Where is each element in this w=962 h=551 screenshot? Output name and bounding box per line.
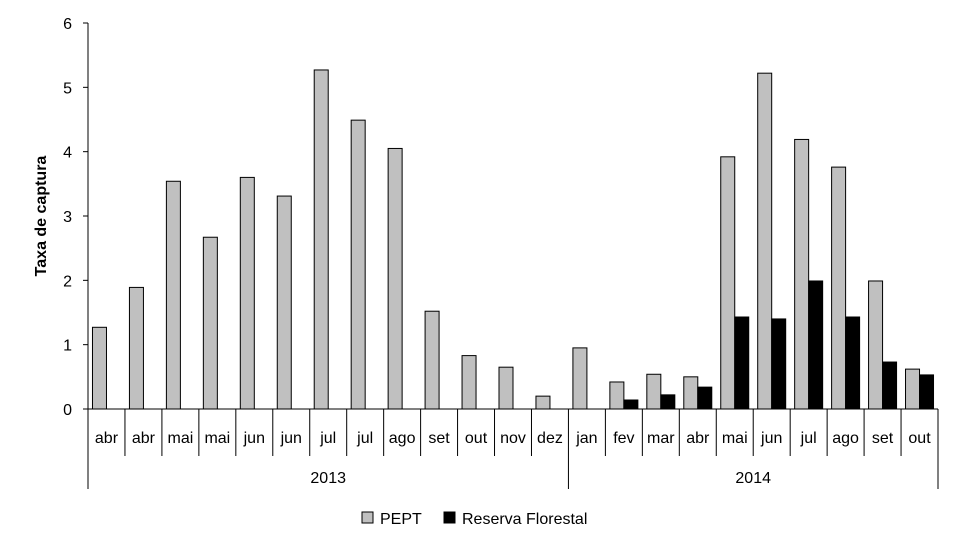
bar-pept [128, 286, 144, 410]
bar-pept [91, 326, 107, 410]
x-tick-label: set [428, 430, 450, 447]
y-tick-label: 5 [63, 80, 72, 97]
bar-pept [794, 138, 810, 410]
y-axis: 0 1 2 3 4 5 6 [63, 16, 89, 419]
x-tick-label: mai [168, 430, 194, 447]
y-tick-label: 2 [63, 273, 72, 290]
legend-label: PEPT [380, 511, 422, 528]
legend: PEPT Reserva Florestal [361, 511, 587, 528]
x-tick-label: set [872, 430, 894, 447]
legend-swatch [443, 511, 456, 524]
x-tick-label: nov [500, 430, 526, 447]
x-tick-label: jul [356, 430, 373, 447]
legend-swatch [361, 511, 374, 524]
bar-reserva-florestal [845, 316, 861, 410]
x-tick-label: out [908, 430, 931, 447]
x-tick-label: mai [204, 430, 230, 447]
bars [91, 69, 935, 410]
x-tick-label: mai [722, 430, 748, 447]
bar-pept [239, 176, 255, 410]
bar-pept [609, 381, 625, 410]
bar-pept [313, 69, 329, 410]
x-tick-label: abr [95, 430, 119, 447]
bar-reserva-florestal [734, 316, 750, 410]
x-tick-label: jun [243, 430, 265, 447]
bar-reserva-florestal [623, 399, 639, 410]
bar-pept [572, 347, 588, 410]
x-tick-label: ago [832, 430, 859, 447]
x-tick-label: jul [800, 430, 817, 447]
bar-pept [387, 147, 403, 410]
x-tick-label: out [465, 430, 488, 447]
bar-pept [646, 373, 662, 410]
bar-reserva-florestal [882, 361, 898, 410]
bar-pept [720, 156, 736, 410]
bar-pept [831, 166, 847, 410]
bar-pept [757, 72, 773, 410]
x-tick-label: jul [319, 430, 336, 447]
bar-pept [165, 180, 181, 410]
x-tick-label: mar [647, 430, 675, 447]
bar-pept [868, 280, 884, 410]
bar-reserva-florestal [919, 374, 935, 410]
x-tick-label: abr [132, 430, 156, 447]
x-tick-label: jan [575, 430, 597, 447]
bar-pept [498, 366, 514, 410]
x-tick-label: jun [760, 430, 782, 447]
x-tick-label: jun [280, 430, 302, 447]
x-tick-label: dez [537, 430, 563, 447]
x-axis: abr abr mai mai jun jun jul jul ago set out nov dez j… [87, 408, 939, 489]
group-label: 2014 [735, 470, 771, 487]
x-tick-label: fev [613, 430, 634, 447]
bar-pept [276, 195, 292, 410]
y-tick-label: 4 [63, 145, 72, 162]
bar-pept [424, 310, 440, 410]
bar-reserva-florestal [808, 280, 824, 410]
legend-label: Reserva Florestal [462, 511, 587, 528]
y-tick-label: 0 [63, 402, 72, 419]
y-tick-label: 3 [63, 209, 72, 226]
bar-pept [350, 119, 366, 410]
bar-pept [202, 236, 218, 410]
x-tick-label: ago [389, 430, 416, 447]
bar-pept [535, 395, 551, 410]
group-label: 2013 [310, 470, 346, 487]
y-axis-label: Taxa de captura [33, 156, 50, 277]
bar-pept [683, 376, 699, 410]
x-tick-label: abr [686, 430, 710, 447]
bar-reserva-florestal [660, 394, 676, 410]
y-tick-label: 6 [63, 16, 72, 33]
bar-reserva-florestal [771, 318, 787, 410]
y-tick-label: 1 [63, 338, 72, 355]
bar-pept [905, 368, 921, 410]
bar-reserva-florestal [697, 386, 713, 410]
bar-pept [461, 355, 477, 410]
